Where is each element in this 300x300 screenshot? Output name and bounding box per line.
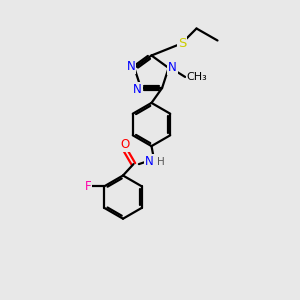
Text: F: F xyxy=(85,180,91,193)
Text: N: N xyxy=(168,61,177,74)
Text: O: O xyxy=(121,138,130,151)
Text: N: N xyxy=(145,155,154,168)
Text: CH₃: CH₃ xyxy=(187,72,207,82)
Text: N: N xyxy=(133,83,142,96)
Text: S: S xyxy=(178,37,186,50)
Text: N: N xyxy=(126,60,135,73)
Text: H: H xyxy=(157,157,164,167)
